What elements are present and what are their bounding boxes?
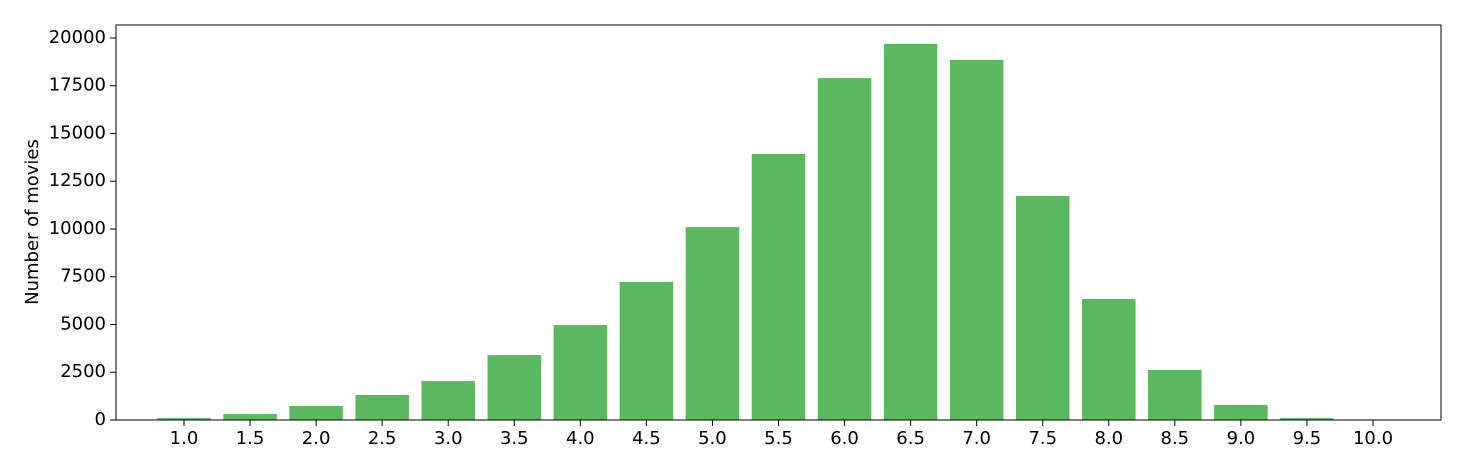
bar (157, 418, 211, 420)
x-tick-label: 1.0 (170, 428, 199, 449)
x-tick-label: 9.0 (1227, 428, 1256, 449)
bar (1082, 298, 1136, 420)
plot-frame (115, 24, 1442, 421)
bar (883, 43, 938, 420)
x-tick-label: 6.5 (896, 428, 925, 449)
x-tick-label: 3.0 (434, 428, 463, 449)
bar (949, 59, 1004, 420)
bar (487, 355, 542, 420)
x-tick-label: 6.0 (830, 428, 859, 449)
x-tick-label: 10.0 (1353, 428, 1393, 449)
y-tick-label: 17500 (49, 75, 106, 96)
bar (1148, 369, 1202, 420)
x-tick-label: 8.0 (1094, 428, 1123, 449)
bar (1214, 404, 1268, 420)
x-tick-label: 9.5 (1293, 428, 1322, 449)
bar (751, 153, 806, 421)
bar (817, 78, 872, 420)
x-tick-label: 5.5 (764, 428, 793, 449)
y-tick-label: 5000 (60, 313, 106, 334)
bar (619, 281, 674, 420)
y-tick-label: 10000 (49, 218, 106, 239)
x-tick-label: 7.5 (1028, 428, 1057, 449)
x-tick-label: 2.5 (368, 428, 397, 449)
bar (1280, 418, 1334, 420)
x-tick-label: 2.0 (302, 428, 331, 449)
bar (553, 325, 608, 420)
x-tick-label: 5.0 (698, 428, 727, 449)
y-tick-label: 0 (95, 409, 106, 430)
y-tick-label: 20000 (49, 27, 106, 48)
x-tick-label: 4.5 (632, 428, 661, 449)
x-tick-label: 7.0 (962, 428, 991, 449)
bar (355, 394, 409, 420)
x-tick-label: 1.5 (236, 428, 265, 449)
bar (223, 414, 277, 420)
y-axis-label: Number of movies (22, 139, 43, 305)
x-tick-label: 4.0 (566, 428, 595, 449)
y-tick-label: 15000 (49, 122, 106, 143)
bar (421, 381, 475, 420)
x-tick-label: 8.5 (1161, 428, 1190, 449)
bar (1015, 195, 1070, 420)
bar (289, 406, 343, 420)
y-tick-label: 2500 (60, 361, 106, 382)
y-tick-label: 7500 (60, 266, 106, 287)
y-tick-label: 12500 (49, 170, 106, 191)
bar (685, 227, 740, 420)
x-tick-label: 3.5 (500, 428, 529, 449)
